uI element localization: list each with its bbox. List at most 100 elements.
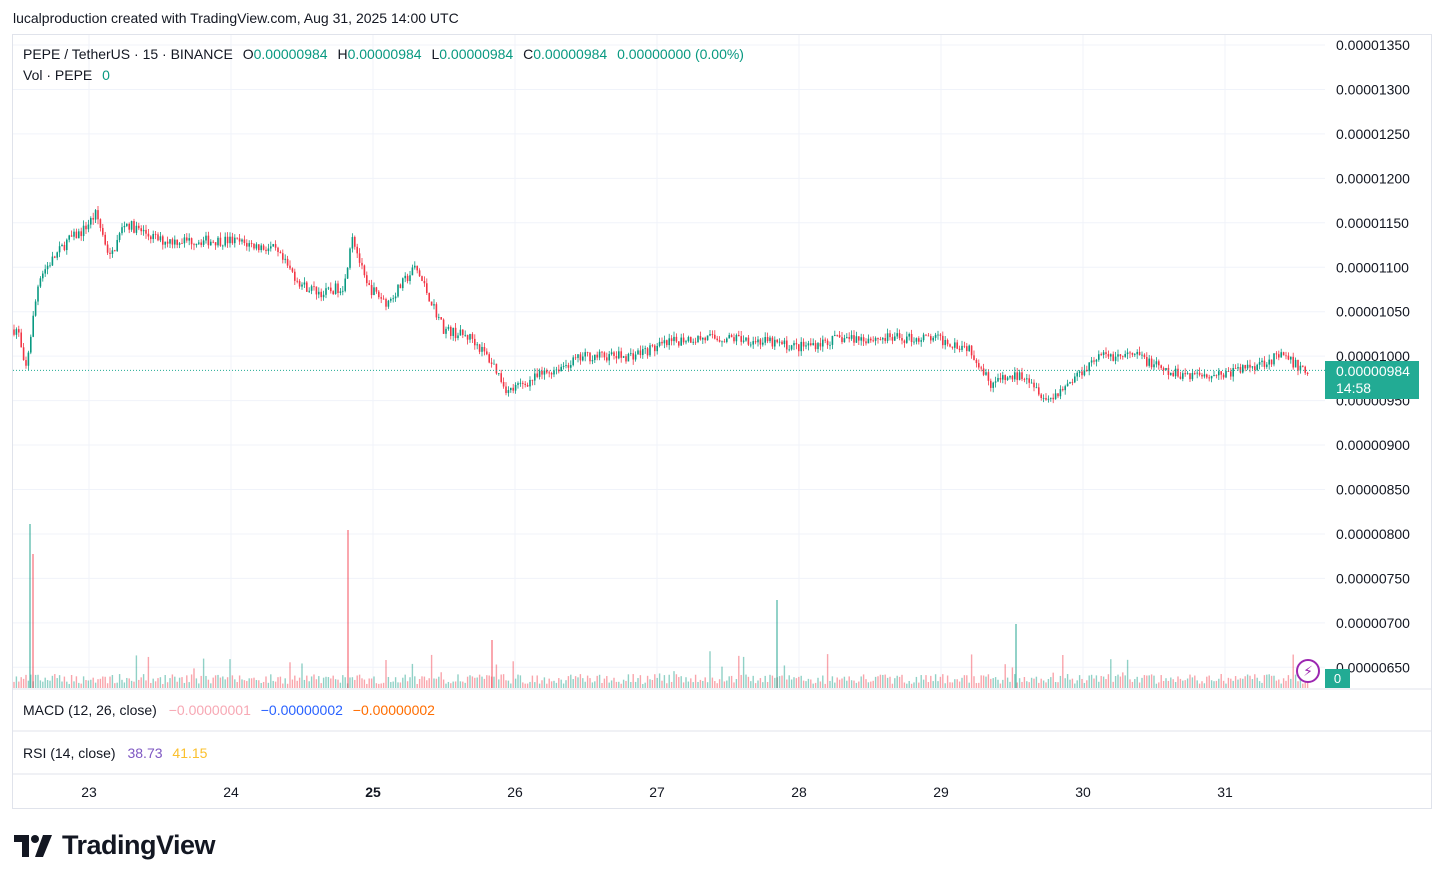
volume-bar (111, 675, 114, 688)
volume-bar (301, 663, 303, 688)
candle-body (1184, 373, 1186, 375)
volume-bar (310, 676, 313, 688)
volume-bar (157, 678, 159, 688)
volume-bar (109, 676, 111, 688)
symbol-label[interactable]: PEPE / TetherUS · 15 · BINANCE (23, 46, 233, 62)
candle-body (514, 384, 517, 391)
candle-body (246, 242, 248, 247)
candle-body (546, 370, 548, 373)
volume-bar (793, 677, 795, 688)
y-tick-label: 0.00001150 (1336, 215, 1409, 231)
candle-body (601, 351, 603, 353)
candle-body (356, 246, 358, 254)
volume-bar (217, 674, 219, 688)
rsi-legend[interactable]: RSI (14, close) 38.73 41.15 (23, 745, 207, 761)
volume-bar (853, 680, 855, 688)
candle-body (978, 363, 980, 368)
candle-body (750, 344, 752, 346)
volume-bar (202, 658, 205, 688)
volume-bar (423, 676, 426, 688)
volume-bar (997, 679, 999, 688)
volume-bar (781, 675, 783, 688)
candle-body (1213, 375, 1215, 377)
y-tick-label: 0.00001100 (1336, 259, 1409, 275)
volume-bar (325, 676, 327, 688)
volume-bar (222, 676, 224, 688)
volume-bar (1174, 682, 1177, 688)
volume-bar (318, 676, 320, 688)
candle-body (224, 236, 226, 246)
volume-bar (906, 683, 908, 688)
tradingview-logo[interactable]: TradingView (14, 830, 216, 861)
candle-body (567, 365, 570, 368)
candle-body (937, 334, 939, 336)
volume-bar (260, 683, 262, 688)
volume-bar (618, 681, 620, 688)
candle-body (735, 335, 738, 342)
volume-bar (337, 679, 339, 688)
volume-bar (1095, 675, 1098, 688)
volume-bar (291, 679, 294, 688)
candle-body (327, 287, 330, 289)
candle-body (913, 341, 915, 343)
candle-body (865, 341, 867, 344)
candle-body (1263, 360, 1266, 367)
volume-bar (716, 683, 718, 688)
candle-body (932, 337, 934, 341)
chart-frame[interactable] (12, 34, 1432, 809)
candle-body (32, 315, 34, 337)
volume-bar (632, 674, 634, 688)
volume-bar (430, 654, 433, 688)
volume-bar (387, 676, 390, 688)
candle-body (817, 343, 819, 350)
candle-body (927, 335, 930, 337)
volume-legend: Vol · PEPE 0 (23, 67, 110, 83)
candle-body (829, 344, 831, 346)
candle-body (1174, 368, 1177, 377)
x-tick-label: 30 (1075, 784, 1091, 800)
candle-body (1194, 373, 1196, 374)
candle-body (1119, 354, 1122, 357)
volume-bar (138, 679, 140, 688)
candle-body (152, 233, 154, 240)
candle-body (70, 235, 73, 237)
change-value: 0.00000000 (0.00%) (617, 46, 744, 62)
candle-body (502, 381, 505, 387)
candle-body (558, 369, 560, 372)
candle-body (301, 284, 303, 287)
volume-bar (762, 682, 764, 688)
volume-bar (294, 675, 296, 688)
volume-bar (1249, 675, 1251, 688)
volume-bar (18, 681, 20, 688)
candle-body (313, 286, 315, 288)
candle-body (637, 350, 639, 355)
volume-label[interactable]: Vol · PEPE (23, 67, 93, 83)
volume-bar (1261, 682, 1263, 688)
lightning-icon[interactable]: ⚡ (1296, 659, 1320, 683)
candle-body (805, 345, 807, 347)
volume-bar (361, 678, 363, 688)
volume-bar (922, 679, 925, 688)
candle-body (109, 252, 111, 254)
volume-bar (392, 681, 394, 688)
chart-grid (13, 35, 1325, 689)
candle-body (1002, 375, 1004, 380)
x-tick-label: 31 (1217, 784, 1233, 800)
candle-body (469, 334, 471, 340)
volume-bar (858, 681, 860, 688)
volume-bar (1062, 655, 1064, 688)
candle-body (694, 341, 697, 343)
candle-body (334, 283, 337, 295)
candle-body (692, 341, 694, 343)
candle-body (994, 381, 997, 383)
volume-bar (1287, 675, 1290, 688)
volume-bar (1282, 678, 1285, 688)
candle-body (366, 275, 368, 284)
volume-bar (697, 681, 699, 688)
candle-body (603, 352, 606, 358)
candle-body (104, 234, 106, 245)
macd-legend[interactable]: MACD (12, 26, close) −0.00000001 −0.0000… (23, 702, 435, 718)
candle-body (157, 234, 159, 241)
candle-body (1038, 387, 1040, 395)
